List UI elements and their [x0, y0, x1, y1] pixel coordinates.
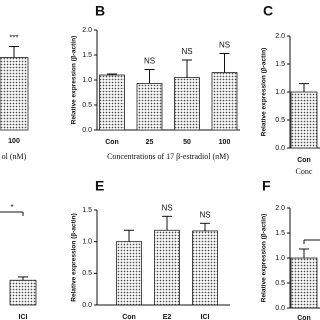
- bar: [99, 74, 125, 131]
- bar: [174, 77, 200, 131]
- x-tick-label: ICI: [201, 314, 210, 320]
- x-axis-label: Concentrations of 17 β-estradiol (nM): [107, 152, 229, 161]
- bar: [116, 241, 142, 306]
- panel-title: C: [263, 3, 273, 19]
- y-tick-label: 0.0: [82, 302, 92, 309]
- panel-title: B: [95, 3, 105, 19]
- x-tick-label: 25: [146, 139, 154, 146]
- y-tick-label: 0.0: [275, 305, 285, 312]
- bar: [0, 57, 29, 131]
- bar: [154, 229, 180, 306]
- y-tick-label: 1.5: [275, 230, 285, 237]
- y-tick-label: 2.0: [82, 27, 92, 34]
- annotation: NS: [161, 203, 172, 212]
- bar: [211, 72, 238, 131]
- y-tick-label: 1.5: [275, 61, 285, 68]
- y-tick-label: 0.5: [275, 117, 285, 124]
- annotation: NS: [199, 210, 210, 219]
- x-axis-label: Conc: [296, 167, 313, 176]
- bar: [136, 83, 163, 131]
- bar: [9, 279, 37, 306]
- y-tick-label: 0.0: [275, 145, 285, 152]
- x-tick-label: 50: [183, 139, 191, 146]
- y-axis-label: Relative expression (β-actin): [71, 213, 78, 302]
- y-tick-label: 0.5: [82, 102, 92, 109]
- significance: *: [10, 203, 13, 212]
- annotation: NS: [219, 41, 230, 50]
- x-tick-label: Con: [297, 157, 311, 164]
- y-axis-label: Relative expression (β-actin): [71, 36, 78, 125]
- annotation: ***: [9, 34, 18, 43]
- y-axis-label: Relative expression (β-actin): [261, 214, 268, 303]
- panel-title: E: [95, 178, 104, 194]
- annotation: NS: [181, 47, 192, 56]
- x-tick-label: E2: [163, 314, 172, 320]
- y-tick-label: 1.5: [82, 207, 92, 214]
- x-tick-label: 100: [8, 138, 20, 145]
- x-tick-label: Con: [105, 139, 119, 146]
- y-tick-label: 0.5: [275, 280, 285, 287]
- y-tick-label: 2.0: [275, 205, 285, 212]
- y-tick-label: 1.0: [275, 255, 285, 262]
- panel-title: F: [262, 178, 271, 194]
- bar: [290, 91, 318, 149]
- bar: [290, 257, 318, 309]
- y-tick-label: 2.0: [275, 33, 285, 40]
- y-tick-label: 0.0: [82, 127, 92, 134]
- y-axis-label: Relative expression (β-actin): [261, 48, 268, 137]
- y-tick-label: 1.0: [275, 89, 285, 96]
- y-tick-label: 1.5: [82, 52, 92, 59]
- annotation: NS: [144, 57, 155, 66]
- y-tick-label: 1.0: [82, 239, 92, 246]
- x-tick-label: Con: [122, 314, 136, 320]
- x-tick-label: Con: [297, 315, 311, 320]
- y-tick-label: 1.0: [82, 77, 92, 84]
- x-tick-label: 100: [219, 139, 231, 146]
- y-tick-label: 0.5: [82, 270, 92, 277]
- x-tick-label: ICI: [19, 314, 28, 320]
- x-axis-label: ol (nM): [2, 152, 27, 161]
- bar: [192, 230, 218, 306]
